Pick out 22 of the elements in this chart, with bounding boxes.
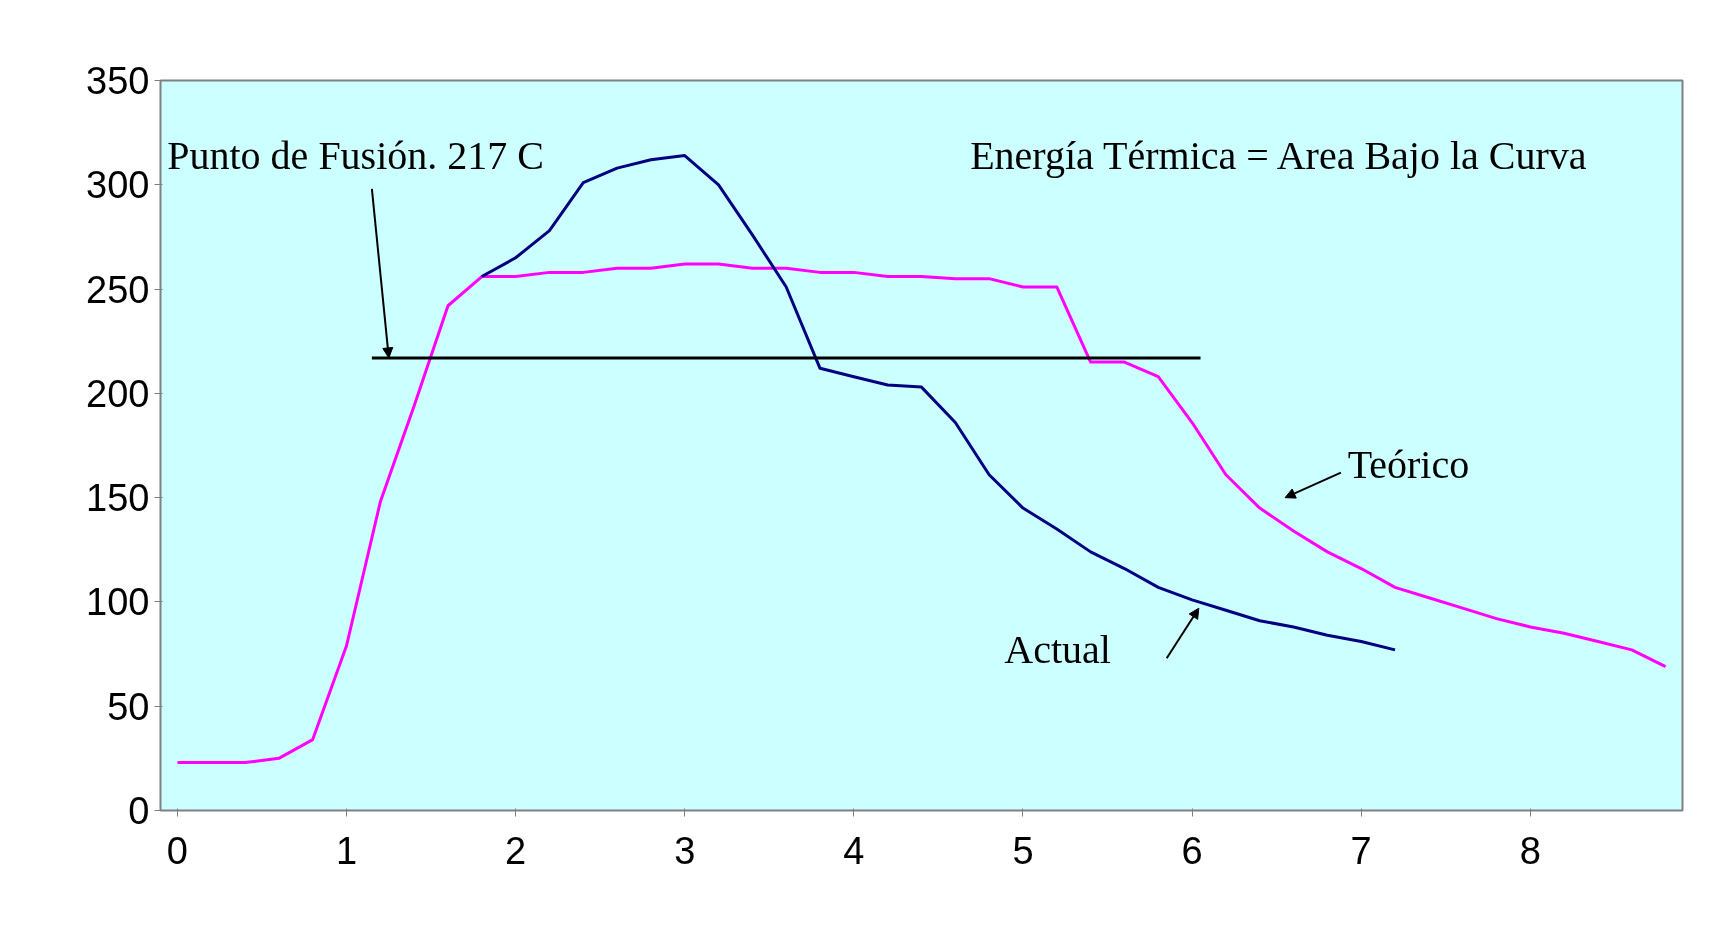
y-tick-label: 50 — [107, 685, 150, 728]
x-tick-label: 7 — [1350, 829, 1372, 872]
x-tick-label: 4 — [843, 829, 865, 872]
x-tick-label: 0 — [166, 829, 188, 872]
x-tick-label: 8 — [1519, 829, 1541, 872]
x-tick-label: 6 — [1181, 829, 1203, 872]
annotation: Punto de Fusión. 217 C — [167, 133, 544, 179]
y-tick-label: 300 — [86, 164, 150, 207]
y-tick-label: 350 — [86, 60, 150, 102]
series-label: Teórico — [1347, 441, 1470, 487]
x-tick-label: 1 — [335, 829, 358, 872]
y-tick-label: 0 — [128, 790, 150, 832]
y-tick-label: 250 — [86, 268, 150, 311]
y-tick-label: 200 — [86, 372, 150, 415]
series-label: Actual — [1004, 627, 1111, 673]
line-series — [175, 262, 1668, 765]
y-tick-label: 100 — [86, 581, 150, 624]
x-tick-label: 3 — [674, 829, 696, 872]
annotation: Energía Térmica = Area Bajo la Curva — [970, 133, 1587, 179]
x-tick-label: 2 — [505, 829, 527, 872]
x-tick-label: 5 — [1012, 829, 1034, 872]
y-tick-label: 150 — [86, 477, 150, 520]
